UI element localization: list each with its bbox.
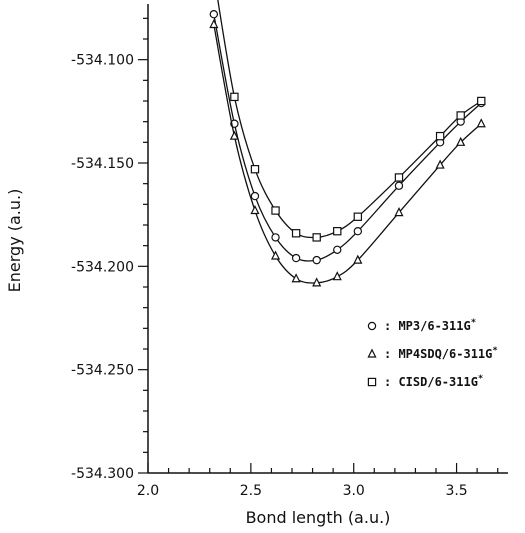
data-point-square xyxy=(394,173,404,182)
legend-superscript: * xyxy=(478,374,483,384)
data-point-circle xyxy=(333,245,342,254)
y-axis-title: Energy (a.u.) xyxy=(5,189,24,293)
series-line-triangle xyxy=(213,24,482,284)
legend-marker-triangle xyxy=(367,348,377,358)
y-tick-label: -534.150 xyxy=(71,156,134,172)
legend-label: : MP4SDQ/6-311G* xyxy=(384,346,498,361)
x-tick-label: 2.5 xyxy=(240,483,262,499)
data-point-triangle xyxy=(291,273,301,283)
data-point-circle xyxy=(353,226,363,236)
x-tick-label: 2.0 xyxy=(137,483,159,499)
data-point-triangle xyxy=(435,159,445,169)
data-point-square xyxy=(477,96,486,106)
data-point-triangle xyxy=(270,250,281,260)
data-point-triangle xyxy=(353,254,363,264)
data-point-circle xyxy=(250,191,260,201)
legend: : MP3/6-311G* : MP4SDQ/6-311G* : CISD/6-31… xyxy=(367,318,498,389)
legend-item: : MP4SDQ/6-311G* xyxy=(367,346,498,361)
data-point-square xyxy=(271,206,280,215)
legend-marker-circle xyxy=(367,321,377,331)
data-point-square xyxy=(435,131,445,141)
data-point-square xyxy=(250,165,260,174)
series-circle xyxy=(209,10,486,265)
data-point-circle xyxy=(271,233,280,242)
data-point-triangle xyxy=(209,18,219,29)
y-tick-label: -534.300 xyxy=(71,466,134,482)
data-point-circle xyxy=(312,255,321,265)
data-point-square xyxy=(353,212,363,221)
x-tick-label: 3.0 xyxy=(343,483,365,499)
data-point-triangle xyxy=(456,136,466,146)
data-point-triangle xyxy=(229,130,239,140)
legend-superscript: * xyxy=(471,318,476,328)
data-point-circle xyxy=(291,253,301,263)
data-point-triangle xyxy=(250,204,260,215)
legend-marker-square xyxy=(367,377,377,387)
legend-item: : CISD/6-311G* xyxy=(367,374,483,389)
data-point-square xyxy=(291,229,301,238)
data-point-triangle xyxy=(332,271,342,281)
legend-label: : MP3/6-311G* xyxy=(384,318,476,333)
data-point-square xyxy=(333,227,342,236)
legend-label: : CISD/6-311G* xyxy=(384,374,483,389)
y-tick-label: -534.250 xyxy=(71,363,134,379)
data-point-triangle xyxy=(312,277,322,287)
legend-item: : MP3/6-311G* xyxy=(367,318,476,333)
x-tick-label: 3.5 xyxy=(445,483,467,499)
series-line-square xyxy=(217,0,482,239)
axes: -534.100 -534.150 -534.200 -534.250 -534.300… xyxy=(71,4,508,499)
y-tick-label: -534.200 xyxy=(71,259,134,275)
data-point-circle xyxy=(394,181,404,190)
data-point-square xyxy=(230,92,239,102)
data-point-square xyxy=(312,233,321,242)
x-axis-title: Bond length (a.u.) xyxy=(246,508,391,527)
legend-superscript: * xyxy=(492,346,497,356)
y-tick-label: -534.100 xyxy=(71,53,134,69)
series-triangle xyxy=(209,18,486,287)
series-square xyxy=(217,0,486,242)
series-layer xyxy=(209,0,486,287)
data-point-square xyxy=(456,111,465,120)
data-point-circle xyxy=(209,10,219,19)
data-point-triangle xyxy=(476,118,486,128)
data-point-triangle xyxy=(394,207,404,217)
